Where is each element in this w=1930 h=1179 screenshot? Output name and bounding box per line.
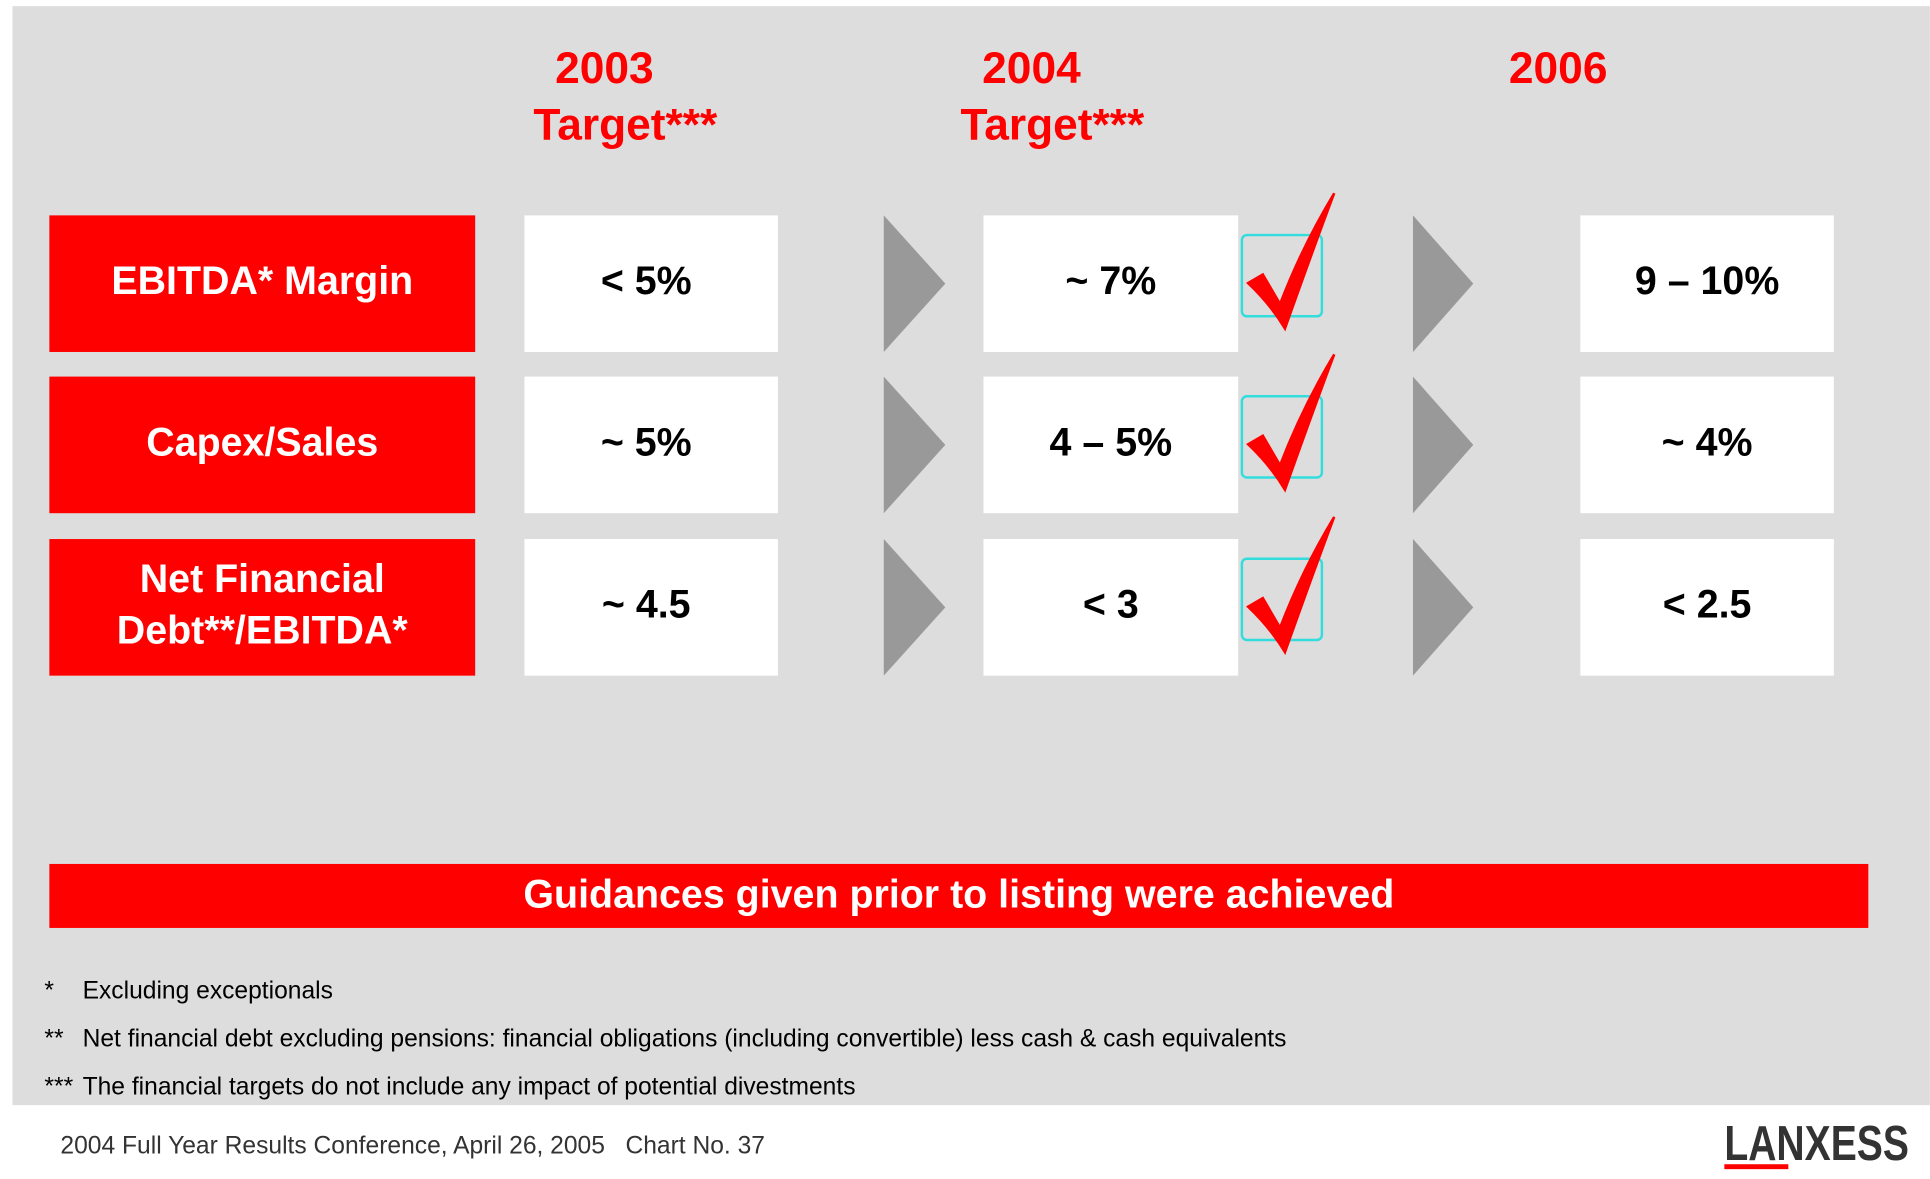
logo-underline <box>1724 1164 1789 1170</box>
column-label: Target*** <box>533 101 718 150</box>
value-text: ~ 7% <box>1065 259 1156 303</box>
banner-box <box>49 863 1869 928</box>
value-text: < 2.5 <box>1663 583 1752 627</box>
footnote-text: Net financial debt excluding pensions: f… <box>83 1025 1287 1052</box>
check-mark <box>1246 516 1336 656</box>
column-year: 2006 <box>1509 44 1608 93</box>
row-label-box <box>49 215 476 352</box>
arrow <box>883 215 946 352</box>
row-label: EBITDA* Margin <box>111 259 413 303</box>
value-box <box>983 376 1239 514</box>
arrow <box>1412 215 1474 352</box>
column-label: Target*** <box>960 101 1145 150</box>
footnote-marker: *** <box>44 1073 73 1100</box>
value-box <box>1580 376 1834 514</box>
value-text: ~ 4.5 <box>602 583 691 627</box>
column-year: 2004 <box>982 44 1081 93</box>
logo: LANXESS <box>1724 1116 1909 1171</box>
footnote-text: The financial targets do not include any… <box>83 1073 856 1100</box>
arrow <box>883 376 946 514</box>
value-box <box>1580 215 1834 352</box>
row-label: Net Financial <box>140 557 385 601</box>
footer-text: 2004 Full Year Results Conference, April… <box>60 1133 765 1160</box>
banner-text: Guidances given prior to listing were ac… <box>523 873 1394 917</box>
row-label-box <box>49 376 476 514</box>
arrow <box>1412 539 1474 676</box>
value-box <box>524 215 778 352</box>
footnote-text: Excluding exceptionals <box>83 977 333 1004</box>
value-text: ~ 4% <box>1662 420 1753 464</box>
check-mark <box>1246 353 1336 493</box>
arrow <box>883 539 946 676</box>
value-text: < 3 <box>1083 583 1139 627</box>
value-box <box>524 376 778 514</box>
value-box <box>1580 539 1834 676</box>
value-text: 9 – 10% <box>1635 259 1779 303</box>
value-box <box>983 539 1239 676</box>
check-mark <box>1246 192 1336 332</box>
value-box <box>983 215 1239 352</box>
arrow <box>1412 376 1474 514</box>
value-text: 4 – 5% <box>1050 420 1173 464</box>
value-text: < 5% <box>601 259 692 303</box>
footnote-marker: * <box>44 977 54 1004</box>
row-label-box <box>49 539 476 676</box>
row-label: Capex/Sales <box>146 420 378 464</box>
value-box <box>524 539 778 676</box>
row-label: Debt**/EBITDA* <box>117 609 409 653</box>
column-year: 2003 <box>555 44 654 93</box>
value-text: ~ 5% <box>601 420 692 464</box>
footnote-marker: ** <box>44 1025 64 1052</box>
